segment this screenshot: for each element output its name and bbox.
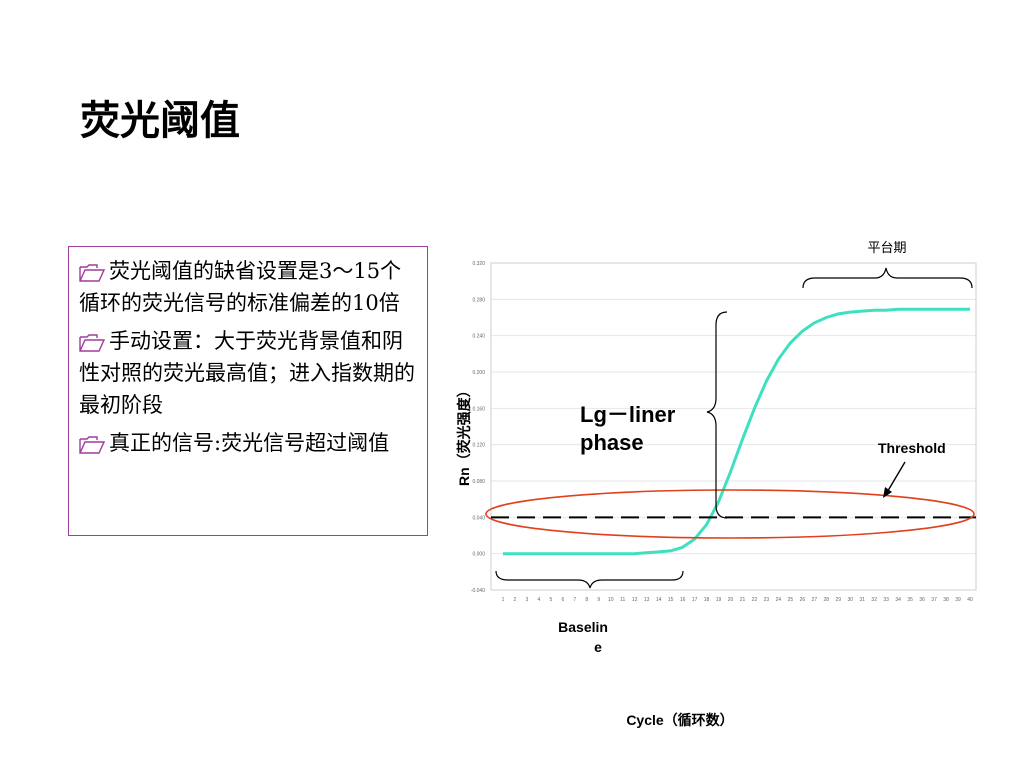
x-tick-label: 1	[502, 597, 505, 603]
x-tick-label: 6	[561, 597, 564, 603]
x-tick-label: 8	[585, 597, 588, 603]
linear-phase-brace	[706, 311, 728, 519]
y-tick-label: 0.240	[472, 334, 485, 340]
x-tick-label: 36	[919, 597, 925, 603]
y-tick-label: 0.080	[472, 479, 485, 485]
y-tick-label: 0.160	[472, 406, 485, 412]
x-tick-label: 13	[644, 597, 650, 603]
y-tick-label: 0.200	[472, 370, 485, 376]
x-tick-label: 39	[955, 597, 961, 603]
x-tick-label: 34	[895, 597, 901, 603]
folder-outline-icon	[79, 333, 105, 352]
linear-phase-label: Lg－liner phase	[580, 402, 681, 455]
x-tick-label: 22	[752, 597, 758, 603]
x-tick-label: 16	[680, 597, 686, 603]
y-tick-label: 0.040	[472, 515, 485, 521]
x-tick-label: 11	[620, 597, 625, 603]
baseline-label: Baselin e	[558, 619, 612, 655]
x-tick-label: 5	[549, 597, 552, 603]
chart-grid	[491, 262, 976, 591]
x-tick-label: 32	[871, 597, 877, 603]
folder-outline-icon	[79, 263, 105, 282]
x-tick-label: 26	[800, 597, 806, 603]
plot-frame	[490, 262, 977, 591]
x-tick-label: 18	[704, 597, 710, 603]
x-tick-label: 31	[859, 597, 865, 603]
y-tick-label: 0.000	[472, 552, 485, 558]
baseline-brace	[495, 570, 684, 589]
page-title: 荧光阈值	[80, 98, 240, 144]
bullet-text-1: 荧光阈值的缺省设置是3～15个循环的荧光信号的标准偏差的10倍	[79, 259, 402, 315]
x-tick-label: 7	[573, 597, 576, 603]
bullet-item: 荧光阈值的缺省设置是3～15个循环的荧光信号的标准偏差的10倍	[79, 255, 417, 319]
x-tick-label: 28	[824, 597, 830, 603]
x-tick-label: 9	[597, 597, 600, 603]
x-axis-label: Cycle（循环数）	[626, 712, 733, 728]
x-tick-label: 19	[716, 597, 722, 603]
x-tick-label: 24	[776, 597, 782, 603]
x-tick-label: 35	[907, 597, 913, 603]
amplification-curve	[503, 307, 970, 556]
x-tick-label: 4	[538, 597, 541, 603]
x-tick-label: 33	[883, 597, 889, 603]
threshold-arrow	[885, 461, 906, 495]
bullet-item: 真正的信号:荧光信号超过阈值	[79, 427, 417, 459]
x-tick-label: 38	[943, 597, 949, 603]
x-tick-label: 27	[812, 597, 818, 603]
x-tick-label: 15	[668, 597, 674, 603]
bullet-text-2: 手动设置：大于荧光背景值和阴性对照的荧光最高值；进入指数期的最初阶段	[79, 329, 415, 417]
plateau-label: 平台期	[867, 240, 906, 255]
folder-outline-icon	[79, 435, 105, 454]
y-tick-label: 0.120	[472, 443, 485, 449]
x-tick-label: 29	[836, 597, 842, 603]
x-tick-label: 10	[608, 597, 614, 603]
x-tick-label: 40	[967, 597, 973, 603]
y-axis-label: Rn（荧光强度）	[456, 383, 472, 486]
x-tick-labels: 1 2 3 4 5 6 7 8 9 10 11 12 13 14 15 16 17 18 19 20 21 22 23 24 2…	[502, 597, 973, 603]
x-tick-label: 3	[526, 597, 529, 603]
bullet-item: 手动设置：大于荧光背景值和阴性对照的荧光最高值；进入指数期的最初阶段	[79, 325, 417, 421]
x-tick-label: 30	[847, 597, 853, 603]
notes-box: 荧光阈值的缺省设置是3～15个循环的荧光信号的标准偏差的10倍 手动设置：大于荧…	[68, 246, 428, 536]
y-tick-label: -0.040	[471, 588, 485, 594]
x-tick-label: 25	[788, 597, 794, 603]
x-tick-label: 23	[764, 597, 770, 603]
plateau-brace	[802, 267, 973, 289]
y-tick-labels: -0.040 0.000 0.040 0.080 0.120 0.160 0.200 0.24…	[471, 261, 485, 594]
threshold-ellipse	[485, 489, 975, 539]
threshold-label: Threshold	[878, 440, 946, 456]
x-tick-label: 17	[692, 597, 698, 603]
x-tick-label: 14	[656, 597, 662, 603]
x-tick-label: 37	[931, 597, 937, 603]
x-tick-label: 12	[632, 597, 638, 603]
bullet-text-3: 真正的信号:荧光信号超过阈值	[109, 431, 390, 455]
threshold-arrowhead-icon	[883, 487, 892, 498]
x-tick-label: 20	[728, 597, 734, 603]
y-tick-label: 0.320	[472, 261, 485, 267]
x-tick-label: 21	[740, 597, 746, 603]
y-tick-label: 0.280	[472, 297, 485, 303]
x-tick-label: 2	[514, 597, 517, 603]
